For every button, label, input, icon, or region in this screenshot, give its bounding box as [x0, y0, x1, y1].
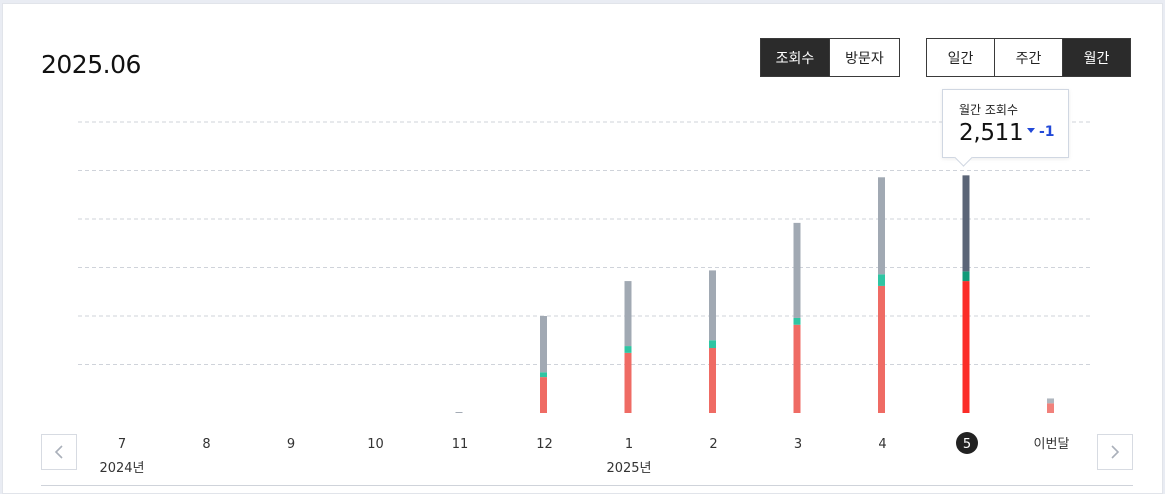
prev-button[interactable]: [41, 434, 77, 470]
x-tick-label: 9: [287, 437, 295, 452]
year-label: 2025년: [606, 461, 651, 476]
bar-segment: [1047, 403, 1054, 413]
bar-segment: [962, 281, 970, 413]
x-tick-label: 12: [536, 437, 553, 452]
metric-toggle: 조회수 방문자: [760, 38, 900, 77]
bar-segment: [793, 317, 801, 325]
bar-segment: [793, 222, 801, 318]
bottom-divider: [41, 485, 1133, 486]
bar-segment: [878, 177, 885, 275]
x-tick-label: 1: [625, 437, 633, 452]
bar-segment: [709, 270, 716, 341]
year-label: 2024년: [99, 461, 144, 476]
bar-segment: [962, 175, 970, 272]
bar-segment: [962, 271, 970, 282]
x-tick-label: 10: [367, 437, 384, 452]
bar-segment: [540, 377, 547, 413]
bar-segment: [709, 340, 716, 349]
monthly-button[interactable]: 월간: [1062, 38, 1131, 77]
visitors-button[interactable]: 방문자: [830, 38, 900, 77]
tooltip-delta-value: -1: [1039, 124, 1055, 140]
views-button[interactable]: 조회수: [760, 38, 830, 77]
bar-segment: [1047, 398, 1054, 404]
x-tick-label: 2: [709, 437, 717, 452]
bar-segment: [709, 348, 716, 413]
bar-segment: [624, 281, 632, 347]
x-tick-label: 3: [794, 437, 802, 452]
bar-segment: [540, 316, 547, 373]
x-tick-label: 4: [878, 437, 886, 452]
tooltip-delta: -1: [1027, 124, 1055, 140]
weekly-button[interactable]: 주간: [994, 38, 1063, 77]
down-arrow-icon: [1027, 128, 1035, 133]
bar-segment: [624, 346, 632, 353]
bar-segment: [878, 285, 885, 413]
page-title: 2025.06: [41, 50, 141, 79]
next-button[interactable]: [1097, 434, 1133, 470]
bar-segment: [878, 274, 885, 286]
period-toggle: 일간 주간 월간: [926, 38, 1131, 77]
x-tick-label: 5: [963, 437, 971, 452]
bar-segment: [624, 352, 632, 413]
x-tick-label: 8: [202, 437, 210, 452]
monthly-views-tooltip: 월간 조회수 2,511 -1: [942, 89, 1069, 158]
x-tick-label: 7: [118, 437, 126, 452]
x-tick-label: 11: [452, 437, 469, 452]
chevron-left-icon: [54, 445, 63, 459]
chevron-right-icon: [1111, 445, 1120, 459]
bar-segment: [455, 412, 463, 413]
bar-segment: [540, 372, 547, 378]
daily-button[interactable]: 일간: [926, 38, 995, 77]
tooltip-value: 2,511: [959, 120, 1024, 146]
tooltip-label: 월간 조회수: [959, 103, 1019, 117]
x-tick-label: 이번달: [1034, 437, 1070, 452]
selected-month-badge: [956, 432, 978, 454]
bar-segment: [793, 324, 801, 413]
